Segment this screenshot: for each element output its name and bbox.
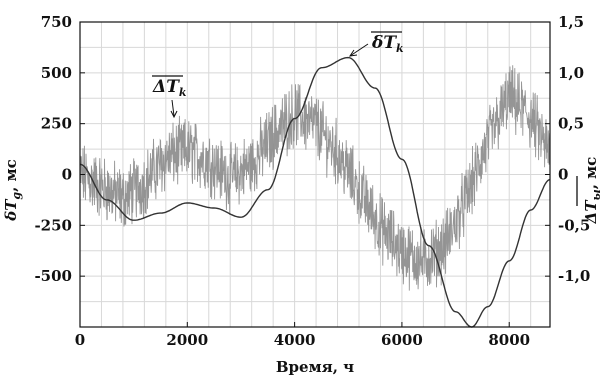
y-right-tick-label: 0 bbox=[558, 166, 568, 184]
x-tick-label: 0 bbox=[75, 331, 85, 349]
series-label-text: ΔTk bbox=[152, 77, 187, 99]
y-right-axis-title-unit: , мс bbox=[582, 157, 600, 190]
series-label-text: δTk bbox=[371, 33, 404, 55]
y-left-axis-title: δTg, мс bbox=[2, 159, 23, 221]
y-right-tick-label: 1,0 bbox=[558, 64, 584, 82]
y-left-tick-label: 250 bbox=[41, 115, 72, 133]
series-label-symbol: ΔT bbox=[152, 77, 180, 97]
series-label-subscript: k bbox=[396, 42, 404, 55]
series-label-delta-tk: ΔTk bbox=[152, 75, 187, 99]
y-right-axis-title-subscript: ы bbox=[590, 189, 603, 200]
tick-labels: 0 2000 4000 6000 8000 750 500 250 0 -250 -500 1,5 1,… bbox=[34, 13, 590, 349]
y-left-tick-label: 500 bbox=[41, 64, 72, 82]
arrow-delta-tk bbox=[171, 99, 175, 117]
y-right-axis-title: ΔTы, мс bbox=[582, 157, 603, 225]
y-left-tick-label: -250 bbox=[34, 216, 72, 234]
x-tick-label: 2000 bbox=[166, 331, 208, 349]
arrow-dtk bbox=[349, 43, 369, 57]
y-left-axis-title-symbol: δT bbox=[2, 198, 20, 222]
arrowhead-delta-tk bbox=[170, 110, 178, 119]
arrowhead-dtk bbox=[348, 49, 358, 57]
y-right-tick-label: -0,5 bbox=[558, 216, 590, 234]
y-right-tick-label: -1,0 bbox=[558, 267, 590, 285]
x-tick-label: 4000 bbox=[274, 331, 316, 349]
series-line-noisy bbox=[79, 65, 551, 291]
x-tick-label: 8000 bbox=[488, 331, 530, 349]
y-right-axis-title-symbol: ΔT bbox=[582, 199, 600, 225]
series-label-subscript: k bbox=[179, 86, 187, 99]
x-tick-label: 6000 bbox=[381, 331, 423, 349]
y-left-tick-label: -500 bbox=[34, 267, 72, 285]
y-left-tick-label: 750 bbox=[41, 13, 72, 31]
y-left-axis-title-subscript: g bbox=[10, 192, 23, 200]
x-axis-title: Время, ч bbox=[276, 358, 354, 376]
y-right-tick-label: 1,5 bbox=[558, 13, 584, 31]
series-label-symbol: δT bbox=[371, 33, 397, 53]
y-right-tick-label: 0,5 bbox=[558, 115, 584, 133]
y-left-tick-label: 0 bbox=[62, 166, 72, 184]
axes bbox=[79, 21, 551, 328]
series-label-dtk: δTk bbox=[371, 31, 404, 55]
y-left-axis-title-unit: , мс bbox=[2, 159, 20, 192]
